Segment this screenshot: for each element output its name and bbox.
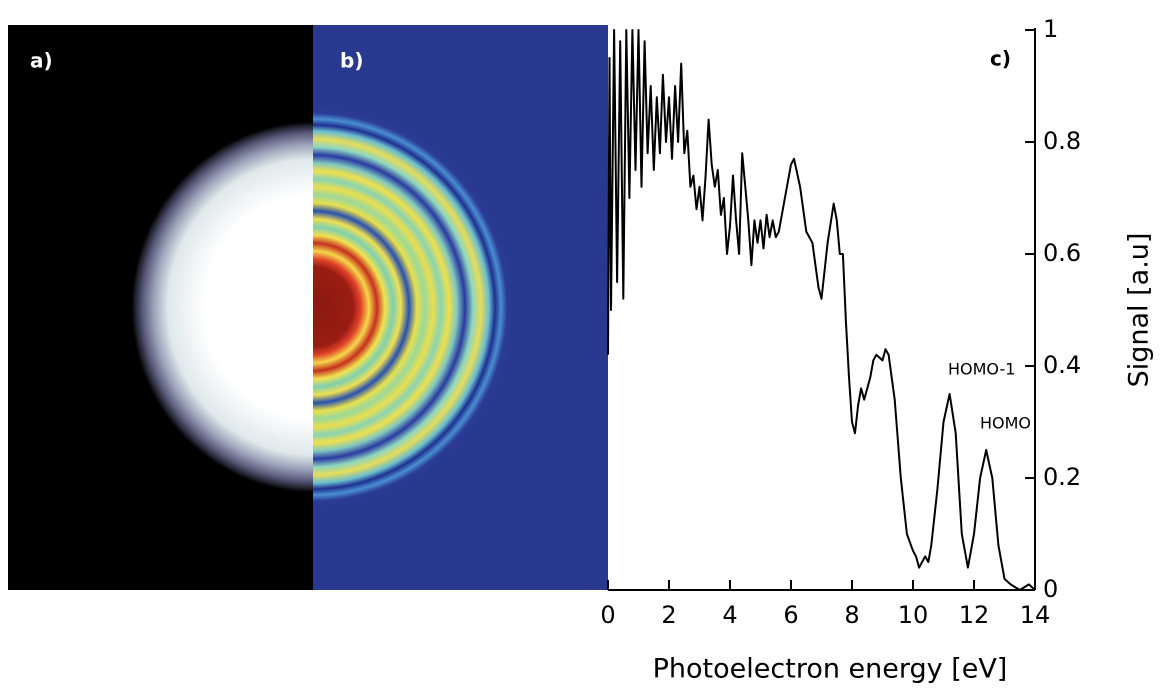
x-tick-label: 14 xyxy=(1020,601,1051,629)
y-tick-label: 0.8 xyxy=(1043,127,1081,155)
panel-label: b) xyxy=(340,49,363,73)
x-tick-label: 12 xyxy=(959,601,990,629)
panel-label: c) xyxy=(990,47,1011,71)
y-tick-label: 0.2 xyxy=(1043,463,1081,491)
x-tick-label: 10 xyxy=(898,601,929,629)
y-tick-label: 0.6 xyxy=(1043,239,1081,267)
y-tick-label: 0.4 xyxy=(1043,351,1081,379)
spectrum-line xyxy=(607,29,1036,591)
x-tick-label: 4 xyxy=(722,601,737,629)
annotation: HOMO-1 xyxy=(948,360,1015,379)
annotation: HOMO xyxy=(980,414,1031,433)
y-axis-label: Signal [a.u] xyxy=(1124,233,1155,388)
x-tick-label: 8 xyxy=(844,601,859,629)
y-tick-label: 1 xyxy=(1043,15,1058,43)
panel-b-image xyxy=(313,107,513,507)
x-tick-label: 6 xyxy=(783,601,798,629)
y-tick-label: 0 xyxy=(1043,575,1058,603)
panel-label: a) xyxy=(30,49,53,73)
x-tick-label: 2 xyxy=(661,601,676,629)
x-tick-label: 0 xyxy=(600,601,615,629)
x-axis-label: Photoelectron energy [eV] xyxy=(653,654,1008,685)
